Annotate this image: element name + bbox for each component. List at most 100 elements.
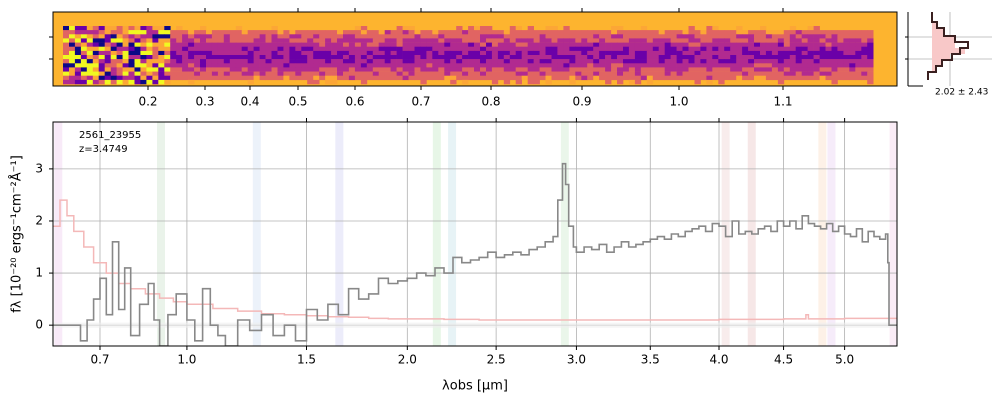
heatmap-cell <box>63 71 70 76</box>
heatmap-cell <box>396 55 403 60</box>
heatmap-cell <box>63 75 70 81</box>
heatmap-cell <box>384 34 391 39</box>
heatmap-cell <box>783 50 791 56</box>
heatmap-cell <box>491 59 499 64</box>
heatmap-cell <box>688 75 695 81</box>
heatmap-cell <box>777 34 785 39</box>
heatmap-cell <box>217 34 225 39</box>
heatmap-cell <box>348 34 356 39</box>
heatmap-cell <box>652 67 660 72</box>
heatmap-cell <box>63 50 70 56</box>
heatmap-cell <box>408 30 415 35</box>
heatmap-cell <box>783 46 791 52</box>
heatmap-cell <box>843 63 850 68</box>
heatmap-cell <box>617 71 624 76</box>
heatmap-cell <box>462 75 469 81</box>
heatmap-cell <box>98 79 105 85</box>
heatmap-cell <box>206 55 213 60</box>
heatmap-cell <box>69 71 76 76</box>
heatmap-cell <box>676 34 683 39</box>
heatmap-cell <box>182 63 189 68</box>
heatmap-cell <box>563 59 570 64</box>
heatmap-cell <box>229 71 237 76</box>
heatmap-cell <box>414 30 421 35</box>
heatmap-cell <box>605 79 612 85</box>
heatmap-cell <box>277 42 284 47</box>
heatmap-cell <box>509 63 517 68</box>
heatmap-cell <box>569 34 576 39</box>
heatmap-cell <box>319 67 326 72</box>
heatmap-cell <box>92 63 100 68</box>
heatmap-cell <box>188 55 195 60</box>
heatmap-cell <box>855 59 862 64</box>
heatmap-cell <box>742 71 749 76</box>
heatmap-cell <box>420 55 427 60</box>
heatmap-cell <box>515 30 522 35</box>
heatmap-cell <box>277 34 284 39</box>
heatmap-cell <box>164 63 171 68</box>
heatmap-cell <box>456 63 463 68</box>
heatmap-cell <box>736 46 743 52</box>
heatmap-cell <box>194 42 201 47</box>
heatmap-cell <box>343 67 350 72</box>
heatmap-cell <box>378 55 385 60</box>
heatmap-cell <box>587 71 594 76</box>
heatmap-cell <box>200 46 207 52</box>
heatmap-cell <box>813 42 820 47</box>
heatmap-cell <box>313 63 320 68</box>
heatmap-cell <box>390 59 397 64</box>
heatmap-cell <box>265 50 272 56</box>
heatmap-cell <box>444 75 451 81</box>
heatmap-cell <box>718 55 725 60</box>
heatmap-cell <box>104 71 111 76</box>
heatmap-cell <box>682 34 689 39</box>
heatmap-cell <box>795 55 802 60</box>
heatmap-cell <box>414 67 421 72</box>
heatmap-cell <box>384 30 391 35</box>
heatmap-cell <box>861 34 868 39</box>
heatmap-cell <box>194 63 201 68</box>
heatmap-cell <box>563 55 570 60</box>
heatmap-cell <box>176 46 183 52</box>
heatmap-cell <box>861 46 868 52</box>
heatmap-cell <box>503 59 511 64</box>
heatmap-cell <box>634 38 642 43</box>
heatmap-cell <box>402 42 409 47</box>
heatmap-cell <box>110 46 117 52</box>
heatmap-cell <box>331 34 338 39</box>
heatmap-cell <box>259 71 266 76</box>
heatmap-cell <box>551 50 558 56</box>
heatmap-cell <box>80 30 88 35</box>
heatmap-cell <box>730 71 737 76</box>
heatmap-cell <box>765 38 773 43</box>
heatmap-cell <box>122 55 129 60</box>
heatmap-cell <box>426 75 433 81</box>
heatmap-cell <box>378 50 385 56</box>
heatmap-cell <box>771 38 779 43</box>
heatmap-cell <box>354 63 362 68</box>
heatmap-cell <box>545 55 552 60</box>
heatmap-cell <box>325 55 332 60</box>
heatmap-cell <box>855 67 862 72</box>
heatmap-cell <box>587 63 594 68</box>
heatmap-cell <box>712 71 719 76</box>
heatmap-cell <box>724 38 731 43</box>
heatmap-cell <box>378 59 385 64</box>
heatmap-cell <box>396 26 403 31</box>
heatmap-cell <box>241 59 248 64</box>
heatmap-cell <box>211 63 219 68</box>
heatmap-cell <box>575 34 582 39</box>
heatmap-cell <box>694 38 701 43</box>
heatmap-cell <box>658 71 665 76</box>
heatmap-cell <box>545 26 552 31</box>
heatmap-cell <box>426 59 433 64</box>
heatmap-cell <box>104 67 111 72</box>
heatmap-cell <box>706 50 713 56</box>
heatmap-cell <box>474 75 481 81</box>
heatmap-cell <box>134 55 141 60</box>
heatmap-cell <box>843 59 850 64</box>
heatmap-cell <box>533 38 540 43</box>
heatmap-cell <box>283 42 290 47</box>
emission-line-band <box>827 122 836 346</box>
heatmap-cell <box>366 50 374 56</box>
